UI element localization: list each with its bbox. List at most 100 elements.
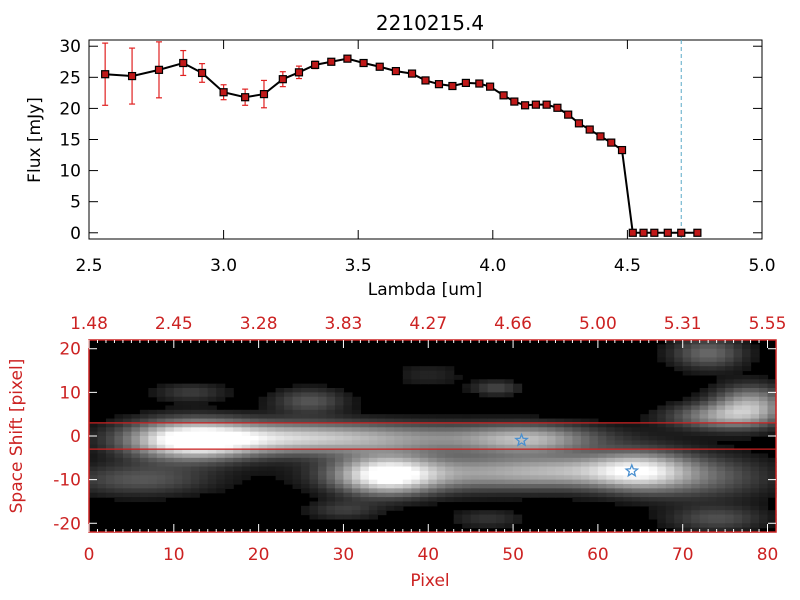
heatmap-cell <box>487 475 497 481</box>
heatmap-cell <box>301 510 311 516</box>
heatmap-cell <box>742 518 752 524</box>
heatmap-cell <box>343 401 353 407</box>
heatmap-cell <box>513 444 523 450</box>
heatmap-cell <box>733 414 743 420</box>
heatmap-cell <box>759 401 769 407</box>
heatmap-cell <box>292 422 302 428</box>
spectrum-markers <box>101 54 702 237</box>
heatmap-cell <box>716 422 726 428</box>
heatmap-cell <box>199 453 209 459</box>
heatmap-cell <box>580 436 591 441</box>
heatmap-cell <box>589 431 599 437</box>
heatmap-cell <box>139 492 149 498</box>
heatmap-cell <box>275 388 285 393</box>
heatmap-cell <box>742 392 752 398</box>
heatmap-cell <box>699 479 709 485</box>
heatmap-cell <box>207 383 217 389</box>
heatmap-cell <box>733 427 743 433</box>
heatmap-cell <box>699 444 709 450</box>
heatmap-cell <box>699 366 709 372</box>
heatmap-cell <box>318 449 328 455</box>
heatmap-cell <box>623 436 633 441</box>
heatmap-cell <box>309 392 319 398</box>
heatmap-cell <box>708 353 718 359</box>
heatmap-cell <box>377 475 387 481</box>
heatmap-cell <box>224 479 234 485</box>
heatmap-cell <box>767 523 777 529</box>
heatmap-cell <box>343 409 353 415</box>
heatmap-cell <box>665 436 675 441</box>
heatmap-cell <box>733 462 743 468</box>
heatmap-cell <box>725 510 735 516</box>
heatmap-cell <box>648 514 658 520</box>
heatmap-cell <box>224 449 234 455</box>
heatmap-cell <box>368 427 378 433</box>
heatmap-cell <box>470 436 480 441</box>
heatmap-cell <box>597 422 607 428</box>
heatmap-cell <box>402 457 412 463</box>
heatmap-cell <box>411 470 421 476</box>
heatmap-cell <box>351 501 362 507</box>
heatmap-cell <box>767 388 777 393</box>
heatmap-cell <box>377 422 387 428</box>
heatmap-cell <box>148 457 158 463</box>
heatmap-cell <box>131 492 141 498</box>
heatmap-cell <box>89 436 99 441</box>
heatmap-cell <box>394 479 404 485</box>
heatmap-cell <box>377 479 387 485</box>
heatmap-cell <box>182 422 192 428</box>
heatmap-cell <box>453 449 463 455</box>
heatmap-cell <box>462 444 472 450</box>
heatmap-cell <box>725 479 735 485</box>
heatmap-cell <box>496 492 506 498</box>
image-top-axis-label: 2.45 <box>155 314 193 334</box>
heatmap-cell <box>682 409 692 415</box>
heatmap-cell <box>580 457 591 463</box>
heatmap-cell <box>139 453 149 459</box>
heatmap-cell <box>334 444 345 450</box>
heatmap-cell <box>241 462 251 468</box>
heatmap-cell <box>139 436 149 441</box>
heatmap-cell <box>521 492 531 498</box>
heatmap-cell <box>725 470 735 476</box>
heatmap-cell <box>725 449 735 455</box>
heatmap-cell <box>682 488 692 494</box>
heatmap-cell <box>173 475 183 481</box>
heatmap-cell <box>767 379 777 385</box>
heatmap-cell <box>445 475 455 481</box>
heatmap-cell <box>538 479 548 485</box>
heatmap-cell <box>224 392 234 398</box>
heatmap-cell <box>708 497 718 503</box>
heatmap-cell <box>250 409 260 415</box>
heatmap-cell <box>445 427 455 433</box>
heatmap-cell <box>682 401 692 407</box>
heatmap-cell <box>207 475 217 481</box>
heatmap-cell <box>665 510 675 516</box>
heatmap-cell <box>275 470 285 476</box>
heatmap-cell <box>479 484 489 489</box>
heatmap-cell <box>496 440 506 446</box>
heatmap-cell <box>547 431 557 437</box>
heatmap-cell <box>580 440 591 446</box>
heatmap-cell <box>173 492 183 498</box>
heatmap-cell <box>487 510 497 516</box>
heatmap-cell <box>428 379 438 385</box>
heatmap-cell <box>334 440 345 446</box>
heatmap-cell <box>521 488 531 494</box>
heatmap-cell <box>360 505 370 511</box>
heatmap-cell <box>750 344 760 350</box>
heatmap-cell <box>394 440 404 446</box>
heatmap-cell <box>691 462 701 468</box>
heatmap-cell <box>199 383 209 389</box>
image-top-axis-label: 4.66 <box>494 314 532 334</box>
heatmap-cell <box>674 353 684 359</box>
heatmap-cell <box>496 497 506 503</box>
heatmap-cell <box>538 453 548 459</box>
heatmap-cell <box>411 440 421 446</box>
heatmap-cell <box>267 466 277 472</box>
heatmap-cell <box>462 436 472 441</box>
heatmap-cell <box>640 497 650 503</box>
heatmap-cell <box>462 449 472 455</box>
image-xtick-label: 10 <box>163 545 185 565</box>
